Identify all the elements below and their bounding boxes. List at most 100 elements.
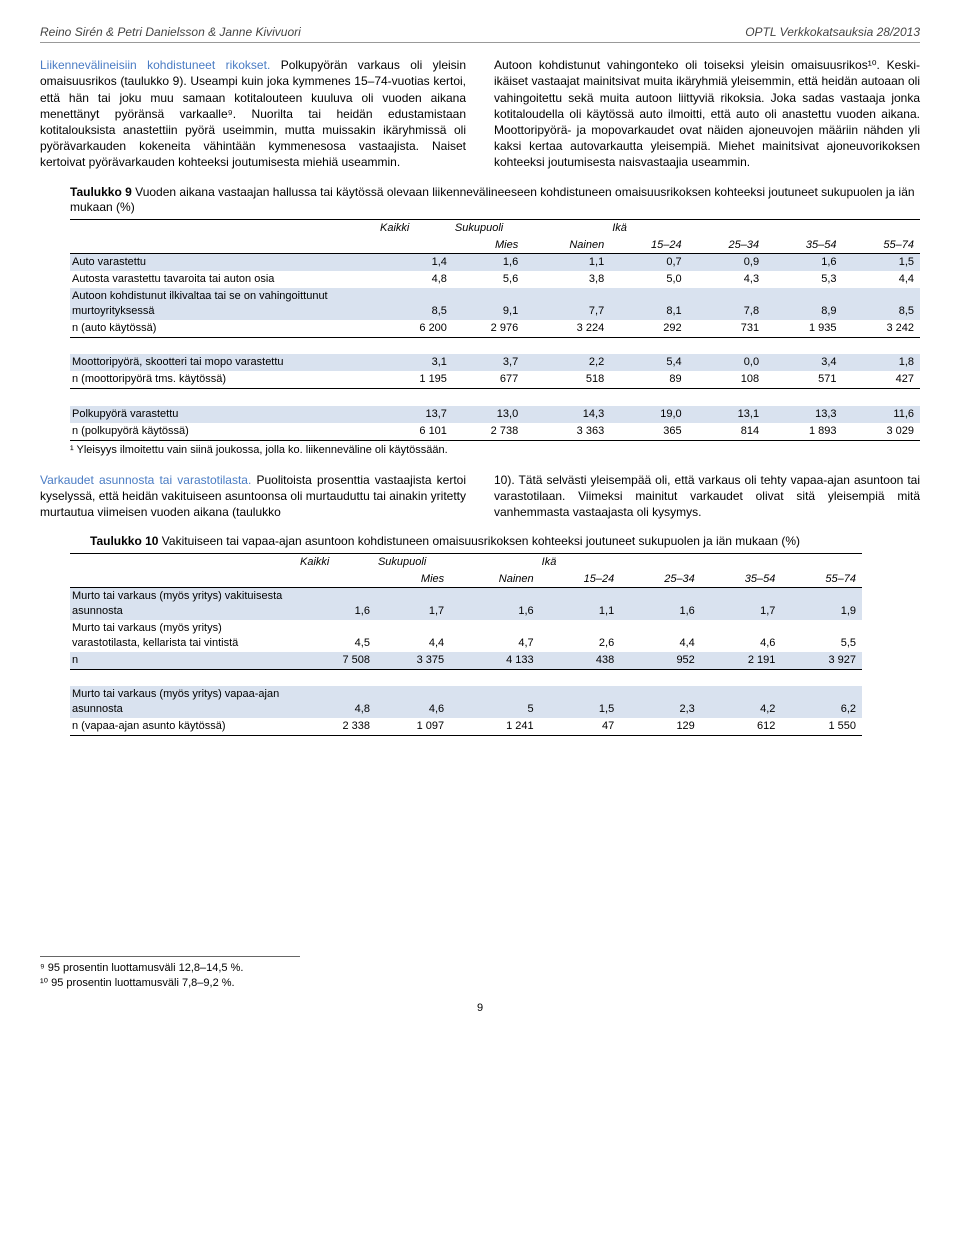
table-cell: 1,9 [781,588,862,620]
table-cell: 3 927 [781,652,862,669]
table-cell: 1,5 [540,686,621,718]
table-cell: 6 101 [378,423,453,440]
table-row-label: Murto tai varkaus (myös yritys) vakituis… [70,588,298,620]
table-cell: 571 [765,371,842,388]
table-cell [540,669,621,686]
table-cell: 1 241 [450,718,539,735]
table-row-label: Moottoripyörä, skootteri tai mopo varast… [70,354,378,371]
para2-right: 10). Tätä selvästi yleisempää oli, että … [494,473,920,519]
table-cell: 612 [701,718,782,735]
table-row-label [70,337,378,354]
table-cell: 13,7 [378,406,453,423]
table-cell [376,669,450,686]
table-cell: 2 338 [298,718,376,735]
table-cell [378,389,453,406]
table-cell [765,337,842,354]
table-cell: 4,8 [298,686,376,718]
table-cell [843,337,920,354]
t9-col-a35: 35–54 [765,237,842,254]
table-cell: 4 133 [450,652,539,669]
table-cell: 5 [450,686,539,718]
table-cell: 5,0 [610,271,687,288]
page-number: 9 [40,1001,920,1016]
table-cell: 1 097 [376,718,450,735]
table-cell: 11,6 [843,406,920,423]
table9-footnote: ¹ Yleisyys ilmoitettu vain siinä joukoss… [70,443,920,458]
table-cell: 1,4 [378,254,453,271]
table-row-label: Polkupyörä varastettu [70,406,378,423]
table-cell: 1,6 [453,254,524,271]
table-row-label [70,389,378,406]
table-cell: 1 195 [378,371,453,388]
table-cell: 13,3 [765,406,842,423]
table-row-label: n (auto käytössä) [70,320,378,337]
table-cell: 1 893 [765,423,842,440]
t10-col-a55: 55–74 [781,571,862,588]
table-cell: 8,5 [378,288,453,320]
table-cell: 7,8 [688,288,765,320]
table-cell: 731 [688,320,765,337]
table-cell: 1,6 [450,588,539,620]
table-cell: 13,1 [688,406,765,423]
table-cell: 2,6 [540,620,621,652]
table-cell: 1,7 [701,588,782,620]
header-left: Reino Sirén & Petri Danielsson & Janne K… [40,24,301,40]
table10-caption-t: Vakituiseen tai vapaa-ajan asuntoon kohd… [158,534,800,548]
table-cell: 8,9 [765,288,842,320]
table-cell [610,337,687,354]
t10-col-a25: 25–34 [620,571,701,588]
table-cell [524,389,610,406]
table10-caption-b: Taulukko 10 [90,534,158,548]
page-header: Reino Sirén & Petri Danielsson & Janne K… [40,24,920,43]
table-cell: 9,1 [453,288,524,320]
table-cell: 4,5 [298,620,376,652]
table-cell: 4,4 [620,620,701,652]
table-cell: 4,4 [843,271,920,288]
table-cell: 1,8 [843,354,920,371]
t10-col-a15: 15–24 [540,571,621,588]
table-cell: 0,7 [610,254,687,271]
para1-right: Autoon kohdistunut vahingonteko oli tois… [494,58,920,169]
table-cell: 89 [610,371,687,388]
t10-col-a35: 35–54 [701,571,782,588]
table10-caption: Taulukko 10 Vakituiseen tai vapaa-ajan a… [90,534,920,550]
table-cell: 3 375 [376,652,450,669]
table-cell: 292 [610,320,687,337]
table-row-label: n (moottoripyörä tms. käytössä) [70,371,378,388]
table-cell: 8,5 [843,288,920,320]
table-cell: 3,1 [378,354,453,371]
table-cell: 129 [620,718,701,735]
table9-caption: Taulukko 9 Vuoden aikana vastaajan hallu… [70,185,920,216]
table-row-label: Murto tai varkaus (myös yritys) vapaa-aj… [70,686,298,718]
table-cell: 8,1 [610,288,687,320]
table-cell: 1 550 [781,718,862,735]
footnote-10: ¹⁰ 95 prosentin luottamusväli 7,8–9,2 %. [40,976,300,991]
table-cell: 2 191 [701,652,782,669]
table-cell: 518 [524,371,610,388]
t10-col-nainen: Nainen [450,571,539,588]
table-cell: 3,4 [765,354,842,371]
table-cell [378,337,453,354]
table-cell: 427 [843,371,920,388]
t9-col-ika: Ikä [610,219,920,236]
t10-col-sukupuoli: Sukupuoli [376,553,540,570]
table-cell [298,669,376,686]
bottom-footnotes: ⁹ 95 prosentin luottamusväli 12,8–14,5 %… [40,956,300,991]
table-cell: 6 200 [378,320,453,337]
table-cell: 1,1 [524,254,610,271]
table-cell [688,389,765,406]
section-heading-1: Liikennevälineisiin kohdistuneet rikokse… [40,58,270,72]
section-heading-2: Varkaudet asunnosta tai varastotilasta. [40,473,251,487]
table-cell [524,337,610,354]
table-cell: 5,4 [610,354,687,371]
table-cell: 1,6 [620,588,701,620]
table-cell: 7 508 [298,652,376,669]
table-cell: 1,1 [540,588,621,620]
table-cell: 3 363 [524,423,610,440]
table-cell [620,669,701,686]
table-cell: 1 935 [765,320,842,337]
table-cell: 108 [688,371,765,388]
table-cell: 3,7 [453,354,524,371]
table-cell: 5,6 [453,271,524,288]
header-right: OPTL Verkkokatsauksia 28/2013 [745,24,920,40]
